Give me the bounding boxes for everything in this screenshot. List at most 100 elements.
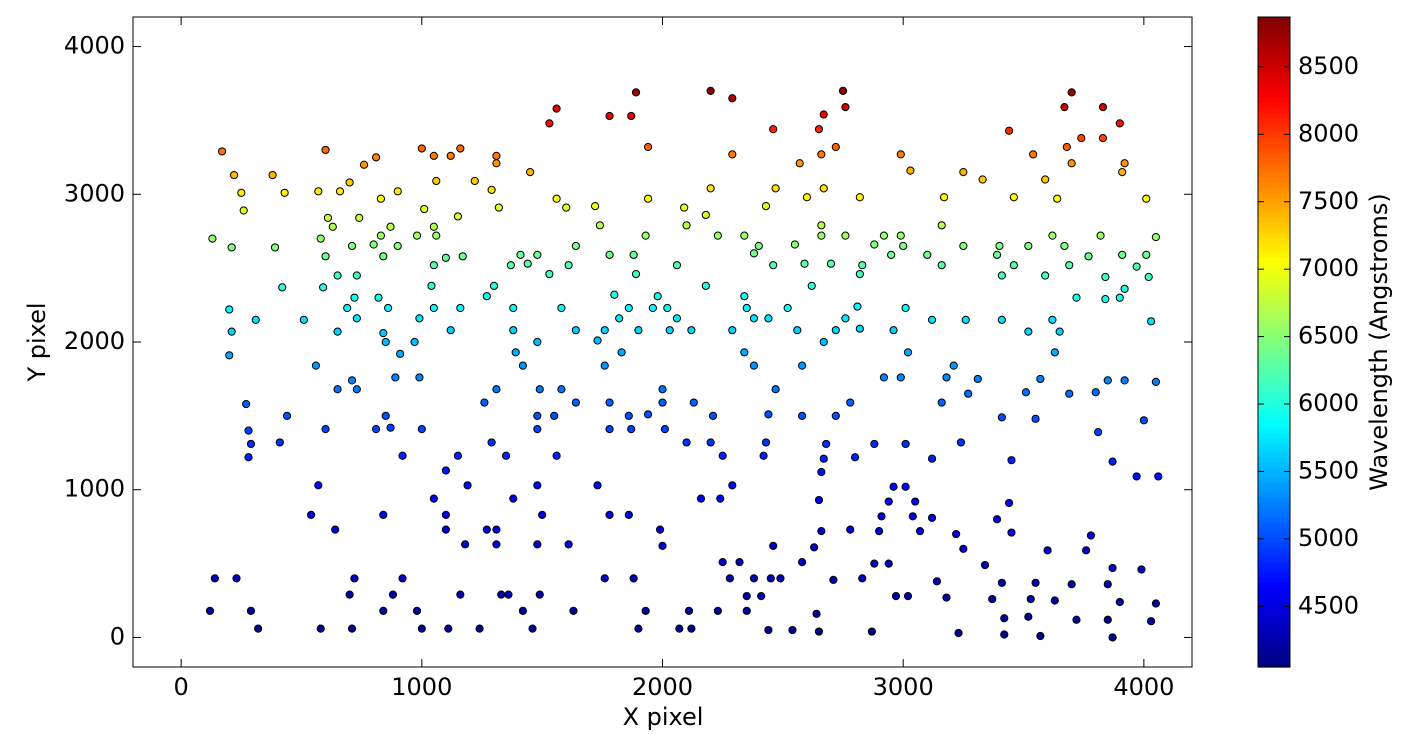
point xyxy=(1007,456,1016,465)
colorbar-slice xyxy=(1258,32,1290,38)
point xyxy=(1151,233,1160,242)
point xyxy=(591,201,600,211)
point xyxy=(740,348,749,357)
point xyxy=(1077,134,1086,143)
point xyxy=(446,326,455,335)
point xyxy=(952,529,961,539)
point xyxy=(718,451,727,460)
point xyxy=(713,606,722,615)
point xyxy=(1062,142,1071,152)
point xyxy=(552,451,561,460)
point xyxy=(605,250,614,259)
point xyxy=(1151,599,1160,608)
point xyxy=(906,166,915,175)
point xyxy=(875,526,884,536)
point xyxy=(355,213,364,223)
point xyxy=(959,168,968,177)
colorbar-tick-label: 8000 xyxy=(1298,119,1359,147)
point xyxy=(1108,457,1117,466)
point xyxy=(545,119,554,128)
point xyxy=(687,326,696,335)
point xyxy=(761,438,771,447)
point xyxy=(759,451,768,460)
point xyxy=(797,361,807,370)
colorbar-slice xyxy=(1258,392,1290,398)
point xyxy=(371,425,381,434)
colorbar-slice xyxy=(1258,297,1290,303)
point xyxy=(1144,272,1153,282)
point xyxy=(1108,563,1117,573)
point xyxy=(1132,262,1141,271)
point xyxy=(766,574,775,583)
point xyxy=(997,271,1006,280)
point xyxy=(504,590,513,599)
point xyxy=(492,159,501,168)
point xyxy=(533,540,542,549)
point xyxy=(771,184,780,193)
point xyxy=(429,494,438,503)
point xyxy=(533,411,542,420)
point xyxy=(254,624,263,633)
point xyxy=(453,212,463,221)
point xyxy=(1098,103,1108,112)
point xyxy=(205,606,215,615)
colorbar-slice xyxy=(1258,107,1290,113)
point xyxy=(311,361,321,370)
point xyxy=(379,606,388,615)
colorbar-slice xyxy=(1258,362,1290,368)
point xyxy=(359,160,369,169)
point xyxy=(764,314,773,323)
point xyxy=(903,348,913,357)
colorbar-slice xyxy=(1258,77,1290,83)
colorbar-tick-label: 7500 xyxy=(1298,187,1359,215)
colorbar-slice xyxy=(1258,172,1290,178)
point xyxy=(470,176,479,186)
point xyxy=(961,315,970,324)
colorbar-slice xyxy=(1258,17,1290,23)
point xyxy=(978,175,987,184)
point xyxy=(867,627,876,636)
point xyxy=(333,327,342,336)
point xyxy=(706,86,715,95)
colorbar-slice xyxy=(1258,132,1290,138)
colorbar-slice xyxy=(1258,492,1290,498)
point xyxy=(889,482,898,491)
point xyxy=(523,259,532,268)
point xyxy=(992,515,1002,524)
colorbar-slice xyxy=(1258,67,1290,73)
y-tick-label: 2000 xyxy=(64,327,125,355)
point xyxy=(518,606,528,615)
point xyxy=(903,591,913,601)
colorbar-slice xyxy=(1258,277,1290,283)
point xyxy=(600,574,609,583)
point xyxy=(1009,193,1018,202)
colorbar-slice xyxy=(1258,197,1290,203)
colorbar-slice xyxy=(1258,402,1290,408)
point xyxy=(1000,630,1009,639)
point xyxy=(829,575,838,584)
colorbar-slice xyxy=(1258,272,1290,278)
point xyxy=(841,103,850,112)
point xyxy=(624,411,633,420)
point xyxy=(713,231,722,240)
point xyxy=(593,481,602,490)
point xyxy=(660,425,670,434)
colorbar-slice xyxy=(1258,547,1290,553)
point xyxy=(388,590,398,599)
point xyxy=(345,590,354,599)
point xyxy=(891,591,901,601)
point xyxy=(1043,546,1052,555)
point xyxy=(997,413,1006,422)
point xyxy=(631,269,641,279)
point xyxy=(617,348,626,357)
point xyxy=(749,361,759,370)
point xyxy=(374,293,383,302)
point xyxy=(701,210,710,220)
colorbar-slice xyxy=(1258,542,1290,548)
point xyxy=(927,454,937,463)
colorbar-slice xyxy=(1258,327,1290,333)
point xyxy=(629,574,638,583)
colorbar-slice xyxy=(1258,457,1290,463)
point xyxy=(533,337,542,347)
point xyxy=(797,411,807,420)
